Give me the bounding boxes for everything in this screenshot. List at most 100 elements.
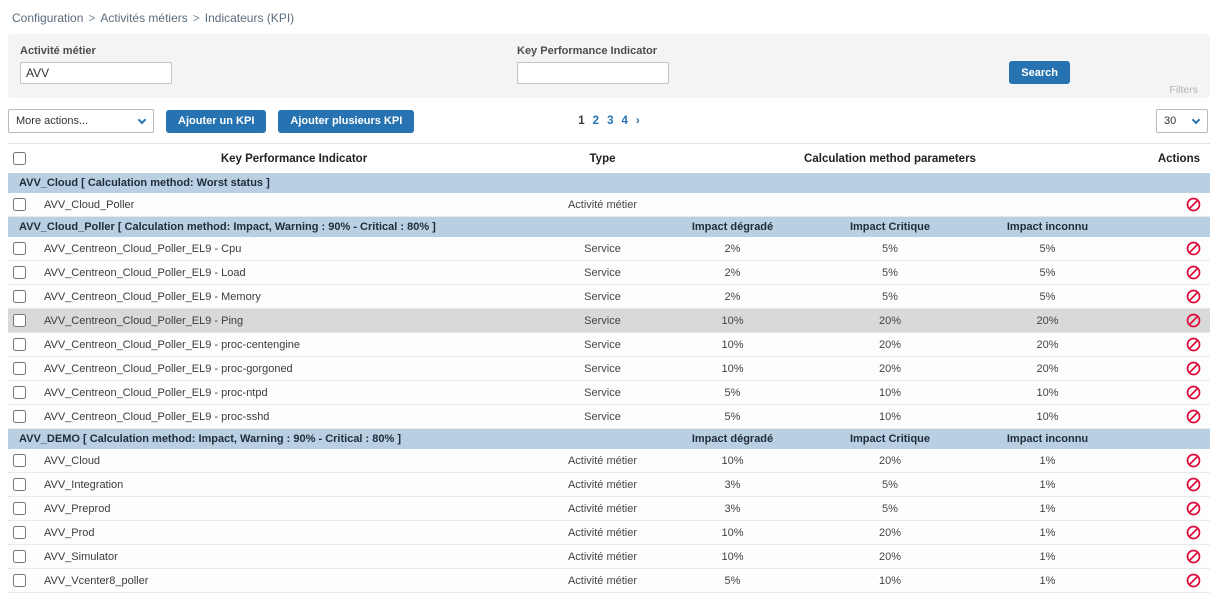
row-checkbox[interactable]	[13, 338, 26, 351]
add-multiple-kpi-button[interactable]: Ajouter plusieurs KPI	[278, 109, 415, 133]
impact-value: 2%	[655, 237, 810, 261]
row-actions	[1125, 332, 1210, 357]
forbidden-icon[interactable]	[1186, 289, 1201, 304]
search-button[interactable]: Search	[1009, 61, 1070, 84]
row-checkbox[interactable]	[13, 386, 26, 399]
pagination-page[interactable]: 1	[578, 115, 585, 127]
pagination-page[interactable]: 3	[607, 115, 614, 127]
forbidden-icon[interactable]	[1186, 313, 1201, 328]
forbidden-icon[interactable]	[1186, 477, 1201, 492]
kpi-row[interactable]: AVV_Centreon_Cloud_Poller_EL9 - proc-ssh…	[8, 404, 1210, 429]
impact-value: 5%	[970, 237, 1125, 261]
forbidden-icon[interactable]	[1186, 525, 1201, 540]
row-actions	[1125, 404, 1210, 429]
kpi-row[interactable]: AVV_Centreon_Cloud_Poller_EL9 - Memory Se…	[8, 284, 1210, 309]
impact-value: 10%	[810, 404, 970, 429]
pagination-page[interactable]: 4	[621, 115, 628, 127]
forbidden-icon[interactable]	[1186, 501, 1201, 516]
impact-value	[970, 193, 1125, 217]
activity-filter-input[interactable]	[20, 62, 172, 84]
forbidden-icon[interactable]	[1186, 265, 1201, 280]
group-actions-spacer	[1125, 428, 1210, 449]
row-checkbox[interactable]	[13, 526, 26, 539]
column-header-calculation: Calculation method parameters	[655, 143, 1125, 173]
kpi-row[interactable]: AVV_Centreon_Cloud_Poller_EL9 - proc-cen…	[8, 332, 1210, 357]
param-column-header: Impact inconnu	[970, 428, 1125, 449]
impact-value: 10%	[655, 544, 810, 569]
row-checkbox[interactable]	[13, 478, 26, 491]
kpi-type: Service	[550, 237, 655, 261]
row-checkbox[interactable]	[13, 290, 26, 303]
impact-value: 5%	[655, 380, 810, 405]
row-checkbox[interactable]	[13, 502, 26, 515]
kpi-type: Activité métier	[550, 449, 655, 473]
forbidden-icon[interactable]	[1186, 573, 1201, 588]
page-size-select[interactable]: 30	[1156, 109, 1208, 133]
pagination-next[interactable]: ›	[635, 115, 640, 127]
row-checkbox[interactable]	[13, 410, 26, 423]
row-checkbox[interactable]	[13, 362, 26, 375]
kpi-row[interactable]: AVV_Centreon_Cloud_Poller_EL9 - proc-gor…	[8, 356, 1210, 381]
add-kpi-button[interactable]: Ajouter un KPI	[166, 109, 267, 133]
table-header-row: Key Performance Indicator Type Calculati…	[8, 143, 1210, 173]
kpi-type: Activité métier	[550, 193, 655, 217]
row-checkbox[interactable]	[13, 266, 26, 279]
kpi-row[interactable]: AVV_Simulator Activité métier 10% 20% 1%	[8, 544, 1210, 569]
kpi-filter-input[interactable]	[517, 62, 669, 84]
row-checkbox[interactable]	[13, 574, 26, 587]
row-checkbox[interactable]	[13, 242, 26, 255]
kpi-row[interactable]: AVV_Preprod Activité métier 3% 5% 1%	[8, 496, 1210, 521]
kpi-row[interactable]: AVV_Centreon_Cloud_Poller_EL9 - Ping Serv…	[8, 308, 1210, 333]
group-title: AVV_Cloud [ Calculation method: Worst st…	[8, 173, 1210, 193]
param-column-header: Impact dégradé	[655, 428, 810, 449]
impact-value: 10%	[970, 380, 1125, 405]
impact-value: 10%	[655, 356, 810, 381]
row-checkbox[interactable]	[13, 454, 26, 467]
group-title: AVV_Cloud_Poller [ Calculation method: I…	[8, 216, 655, 237]
kpi-row[interactable]: AVV_Cloud_Poller Activité métier	[8, 193, 1210, 217]
kpi-row[interactable]: AVV_Prod Activité métier 10% 20% 1%	[8, 520, 1210, 545]
group-title: AVV_DEMO [ Calculation method: Impact, W…	[8, 428, 655, 449]
breadcrumb-separator: >	[192, 11, 200, 25]
impact-value: 10%	[810, 568, 970, 593]
kpi-row[interactable]: AVV_Vcenter8_poller Activité métier 5% 10% 1…	[8, 568, 1210, 593]
column-header-type: Type	[550, 143, 655, 173]
kpi-row[interactable]: AVV_Centreon_Cloud_Poller_EL9 - Load Serv…	[8, 260, 1210, 285]
breadcrumb-item-activites-metiers[interactable]: Activités métiers	[100, 11, 188, 25]
forbidden-icon[interactable]	[1186, 549, 1201, 564]
breadcrumb-item-indicateurs-kpi[interactable]: Indicateurs (KPI)	[204, 11, 295, 25]
group-header-row: AVV_DEMO [ Calculation method: Impact, W…	[8, 428, 1210, 449]
select-all-checkbox[interactable]	[13, 152, 26, 165]
kpi-filter-label: Key Performance Indicator	[517, 45, 657, 57]
kpi-row[interactable]: AVV_Integration Activité métier 3% 5% 1%	[8, 472, 1210, 497]
pagination: 1 2 3 4 ›	[574, 115, 643, 127]
impact-value: 2%	[655, 284, 810, 309]
impact-value: 1%	[970, 472, 1125, 497]
filters-link[interactable]: Filters	[1169, 84, 1198, 96]
forbidden-icon[interactable]	[1186, 361, 1201, 376]
pagination-page[interactable]: 2	[592, 115, 600, 127]
row-checkbox[interactable]	[13, 314, 26, 327]
kpi-name: AVV_Integration	[38, 472, 550, 497]
row-checkbox[interactable]	[13, 198, 26, 211]
kpi-name: AVV_Centreon_Cloud_Poller_EL9 - Cpu	[38, 237, 550, 261]
kpi-row[interactable]: AVV_Cloud Activité métier 10% 20% 1%	[8, 449, 1210, 473]
breadcrumb-item-configuration[interactable]: Configuration	[12, 11, 84, 25]
impact-value: 3%	[655, 472, 810, 497]
impact-value: 10%	[655, 308, 810, 333]
kpi-type: Service	[550, 380, 655, 405]
forbidden-icon[interactable]	[1186, 197, 1201, 212]
kpi-name: AVV_Prod	[38, 520, 550, 545]
forbidden-icon[interactable]	[1186, 385, 1201, 400]
activity-filter-field: Activité métier	[20, 45, 517, 84]
kpi-name: AVV_Vcenter8_poller	[38, 568, 550, 593]
kpi-row[interactable]: AVV_Centreon_Cloud_Poller_EL9 - proc-ntp…	[8, 380, 1210, 405]
forbidden-icon[interactable]	[1186, 241, 1201, 256]
kpi-type: Service	[550, 284, 655, 309]
more-actions-select[interactable]: More actions...	[8, 109, 154, 133]
forbidden-icon[interactable]	[1186, 337, 1201, 352]
kpi-row[interactable]: AVV_Centreon_Cloud_Poller_EL9 - Cpu Servi…	[8, 237, 1210, 261]
forbidden-icon[interactable]	[1186, 453, 1201, 468]
row-checkbox[interactable]	[13, 550, 26, 563]
forbidden-icon[interactable]	[1186, 409, 1201, 424]
